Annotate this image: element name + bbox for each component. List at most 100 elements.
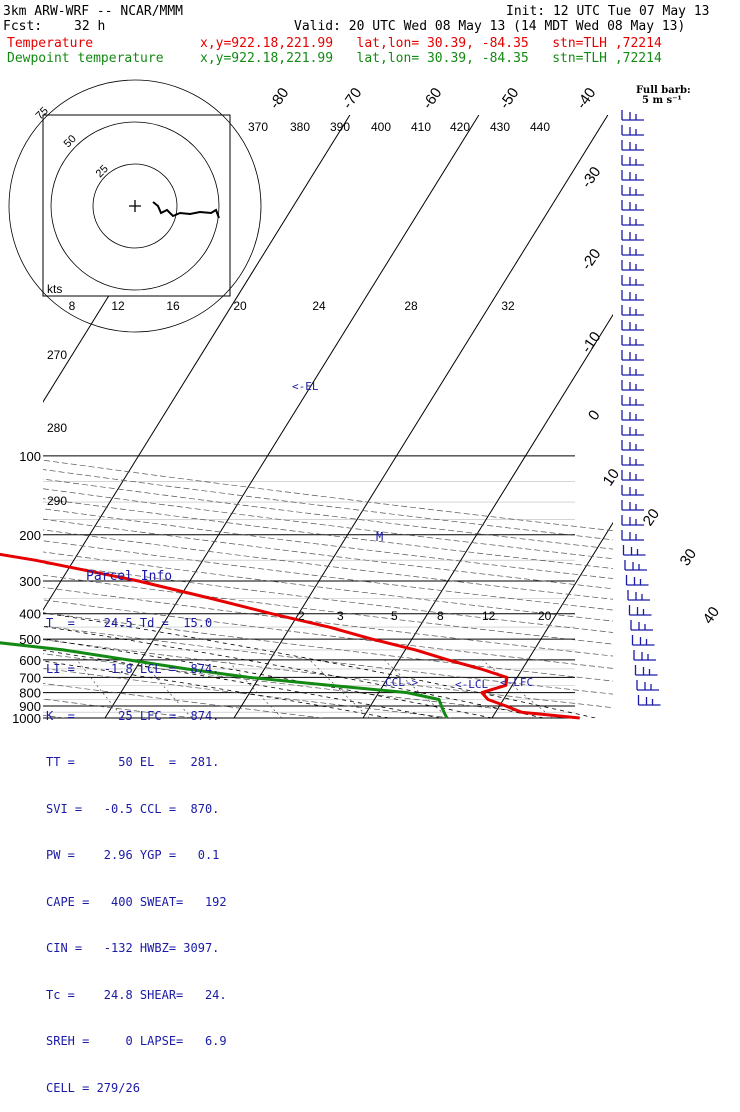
dry-adiabat-label: 430 <box>490 120 510 134</box>
wind-barb <box>622 545 646 556</box>
dry-adiabat <box>43 508 613 579</box>
lfc-marker: <-LFC <box>500 676 533 689</box>
series-line-dewpoint-temperature <box>0 641 449 719</box>
wind-barb <box>621 425 644 436</box>
mixing-ratio-line <box>141 659 192 718</box>
wind-barb <box>621 380 644 391</box>
wind-barb <box>621 365 644 376</box>
wind-barb <box>621 500 644 511</box>
wind-barb <box>627 590 650 601</box>
mixing-ratio-line <box>76 659 124 718</box>
dry-adiabat <box>43 587 613 657</box>
isotherm-label: 40 <box>700 604 723 627</box>
isotherm-label: 0 <box>585 407 604 424</box>
isotherm <box>104 115 480 718</box>
parcel-row: SVI = -0.5 CCL = 870. <box>46 801 220 816</box>
moist-adiabat <box>43 638 493 718</box>
wind-barb-profile <box>621 110 661 706</box>
wind-barb <box>621 170 644 181</box>
pressure-label-500: 500 <box>19 632 41 647</box>
wind-barb <box>621 395 644 406</box>
parcel-row: CELL = 279/26 <box>46 1080 140 1095</box>
wind-barb <box>621 245 644 256</box>
wind-barb <box>621 125 644 136</box>
wind-barb <box>621 440 644 451</box>
fcst-label: Fcst: <box>3 19 43 34</box>
wind-barb <box>621 230 644 241</box>
mixing-ratio-label: 20 <box>538 609 552 623</box>
isotherm-label: 30 <box>677 546 700 569</box>
moist-adiabat <box>43 612 596 718</box>
isotherm-label: -30 <box>578 164 604 192</box>
temperature-location: x,y=922.18,221.99 lat,lon= 30.39, -84.35… <box>200 36 662 51</box>
temperature-legend: Temperature <box>7 36 94 51</box>
dry-adiabat-label: 270 <box>47 348 67 362</box>
wind-barb <box>621 485 644 496</box>
pressure-label-700: 700 <box>19 670 41 685</box>
mixing-ratio-label: 12 <box>482 609 496 623</box>
hodograph-axis-label: 20 <box>233 299 247 313</box>
barb-legend-unit: 5 m s⁻¹ <box>642 95 682 106</box>
dry-adiabat <box>43 698 194 718</box>
dry-adiabat <box>43 599 613 669</box>
hodograph-axis-label: 12 <box>111 299 125 313</box>
wind-barb <box>621 185 644 196</box>
parcel-info-panel: Parcel Info T = 24.5 Td = 15.0 LI = -1.8… <box>46 538 232 1112</box>
hodograph-ring <box>92 163 178 249</box>
init-time: Init: 12 UTC Tue 07 May 13 <box>506 4 710 19</box>
wind-barb <box>621 110 644 121</box>
hodograph-ring <box>8 79 262 333</box>
hodograph-ring <box>50 121 220 291</box>
dry-adiabat-label: 440 <box>530 120 550 134</box>
wind-barb <box>625 575 649 586</box>
wind-barb <box>631 635 655 646</box>
isotherm <box>491 521 613 718</box>
hodograph-axis-label: 8 <box>69 299 76 313</box>
wind-barb <box>630 620 653 631</box>
wind-barb <box>621 200 644 211</box>
wind-barb <box>636 680 659 691</box>
fcst-value: 32 h <box>74 19 106 34</box>
dry-adiabat-label: 280 <box>47 421 67 435</box>
ccl-marker: CCL-> <box>385 676 418 689</box>
parcel-info-title: Parcel Info <box>86 569 173 584</box>
parcel-row: K = 25 LFC = 874. <box>46 708 220 723</box>
wind-barb <box>621 275 644 286</box>
wind-barb <box>621 455 644 466</box>
m-marker: M <box>376 530 383 544</box>
pressure-label-900: 900 <box>19 699 41 714</box>
isotherm <box>362 313 613 718</box>
dry-adiabat-label: 370 <box>248 120 268 134</box>
valid-time: Valid: 20 UTC Wed 08 May 13 (14 MDT Wed … <box>294 19 686 34</box>
pressure-label-300: 300 <box>19 574 41 589</box>
isotherm-label: -10 <box>578 329 604 357</box>
isotherm-label: -60 <box>419 85 445 113</box>
isotherm-label: -20 <box>578 246 604 274</box>
parcel-row: SREH = 0 LAPSE= 6.9 <box>46 1034 227 1048</box>
mixing-ratio-label: 8 <box>437 609 444 623</box>
wind-barb <box>621 320 644 331</box>
hodograph-trace <box>152 201 220 219</box>
wind-barb <box>628 605 652 616</box>
wind-barb <box>634 665 658 676</box>
hodograph-axis-label: 32 <box>501 299 515 313</box>
pressure-label-400: 400 <box>19 607 41 622</box>
barb-legend-title: Full barb: <box>636 85 691 96</box>
dry-adiabat-label: 410 <box>411 120 431 134</box>
dry-adiabat <box>43 639 613 709</box>
hodograph-axis-label: 24 <box>312 299 326 313</box>
wind-barb <box>624 560 647 571</box>
pressure-label-100: 100 <box>19 449 41 464</box>
el-marker: <-EL <box>292 380 319 393</box>
mixing-ratio-label: 5 <box>391 609 398 623</box>
wind-barb <box>621 140 644 151</box>
pressure-label-600: 600 <box>19 653 41 668</box>
parcel-row: CAPE = 400 SWEAT= 192 <box>46 894 227 909</box>
parcel-row: T = 24.5 Td = 15.0 <box>46 615 213 630</box>
mixing-ratio-label: 2 <box>298 609 305 623</box>
hodograph-axis-label: 28 <box>404 299 418 313</box>
dry-adiabat-label: 380 <box>290 120 310 134</box>
dewpoint-location: x,y=922.18,221.99 lat,lon= 30.39, -84.35… <box>200 51 662 66</box>
